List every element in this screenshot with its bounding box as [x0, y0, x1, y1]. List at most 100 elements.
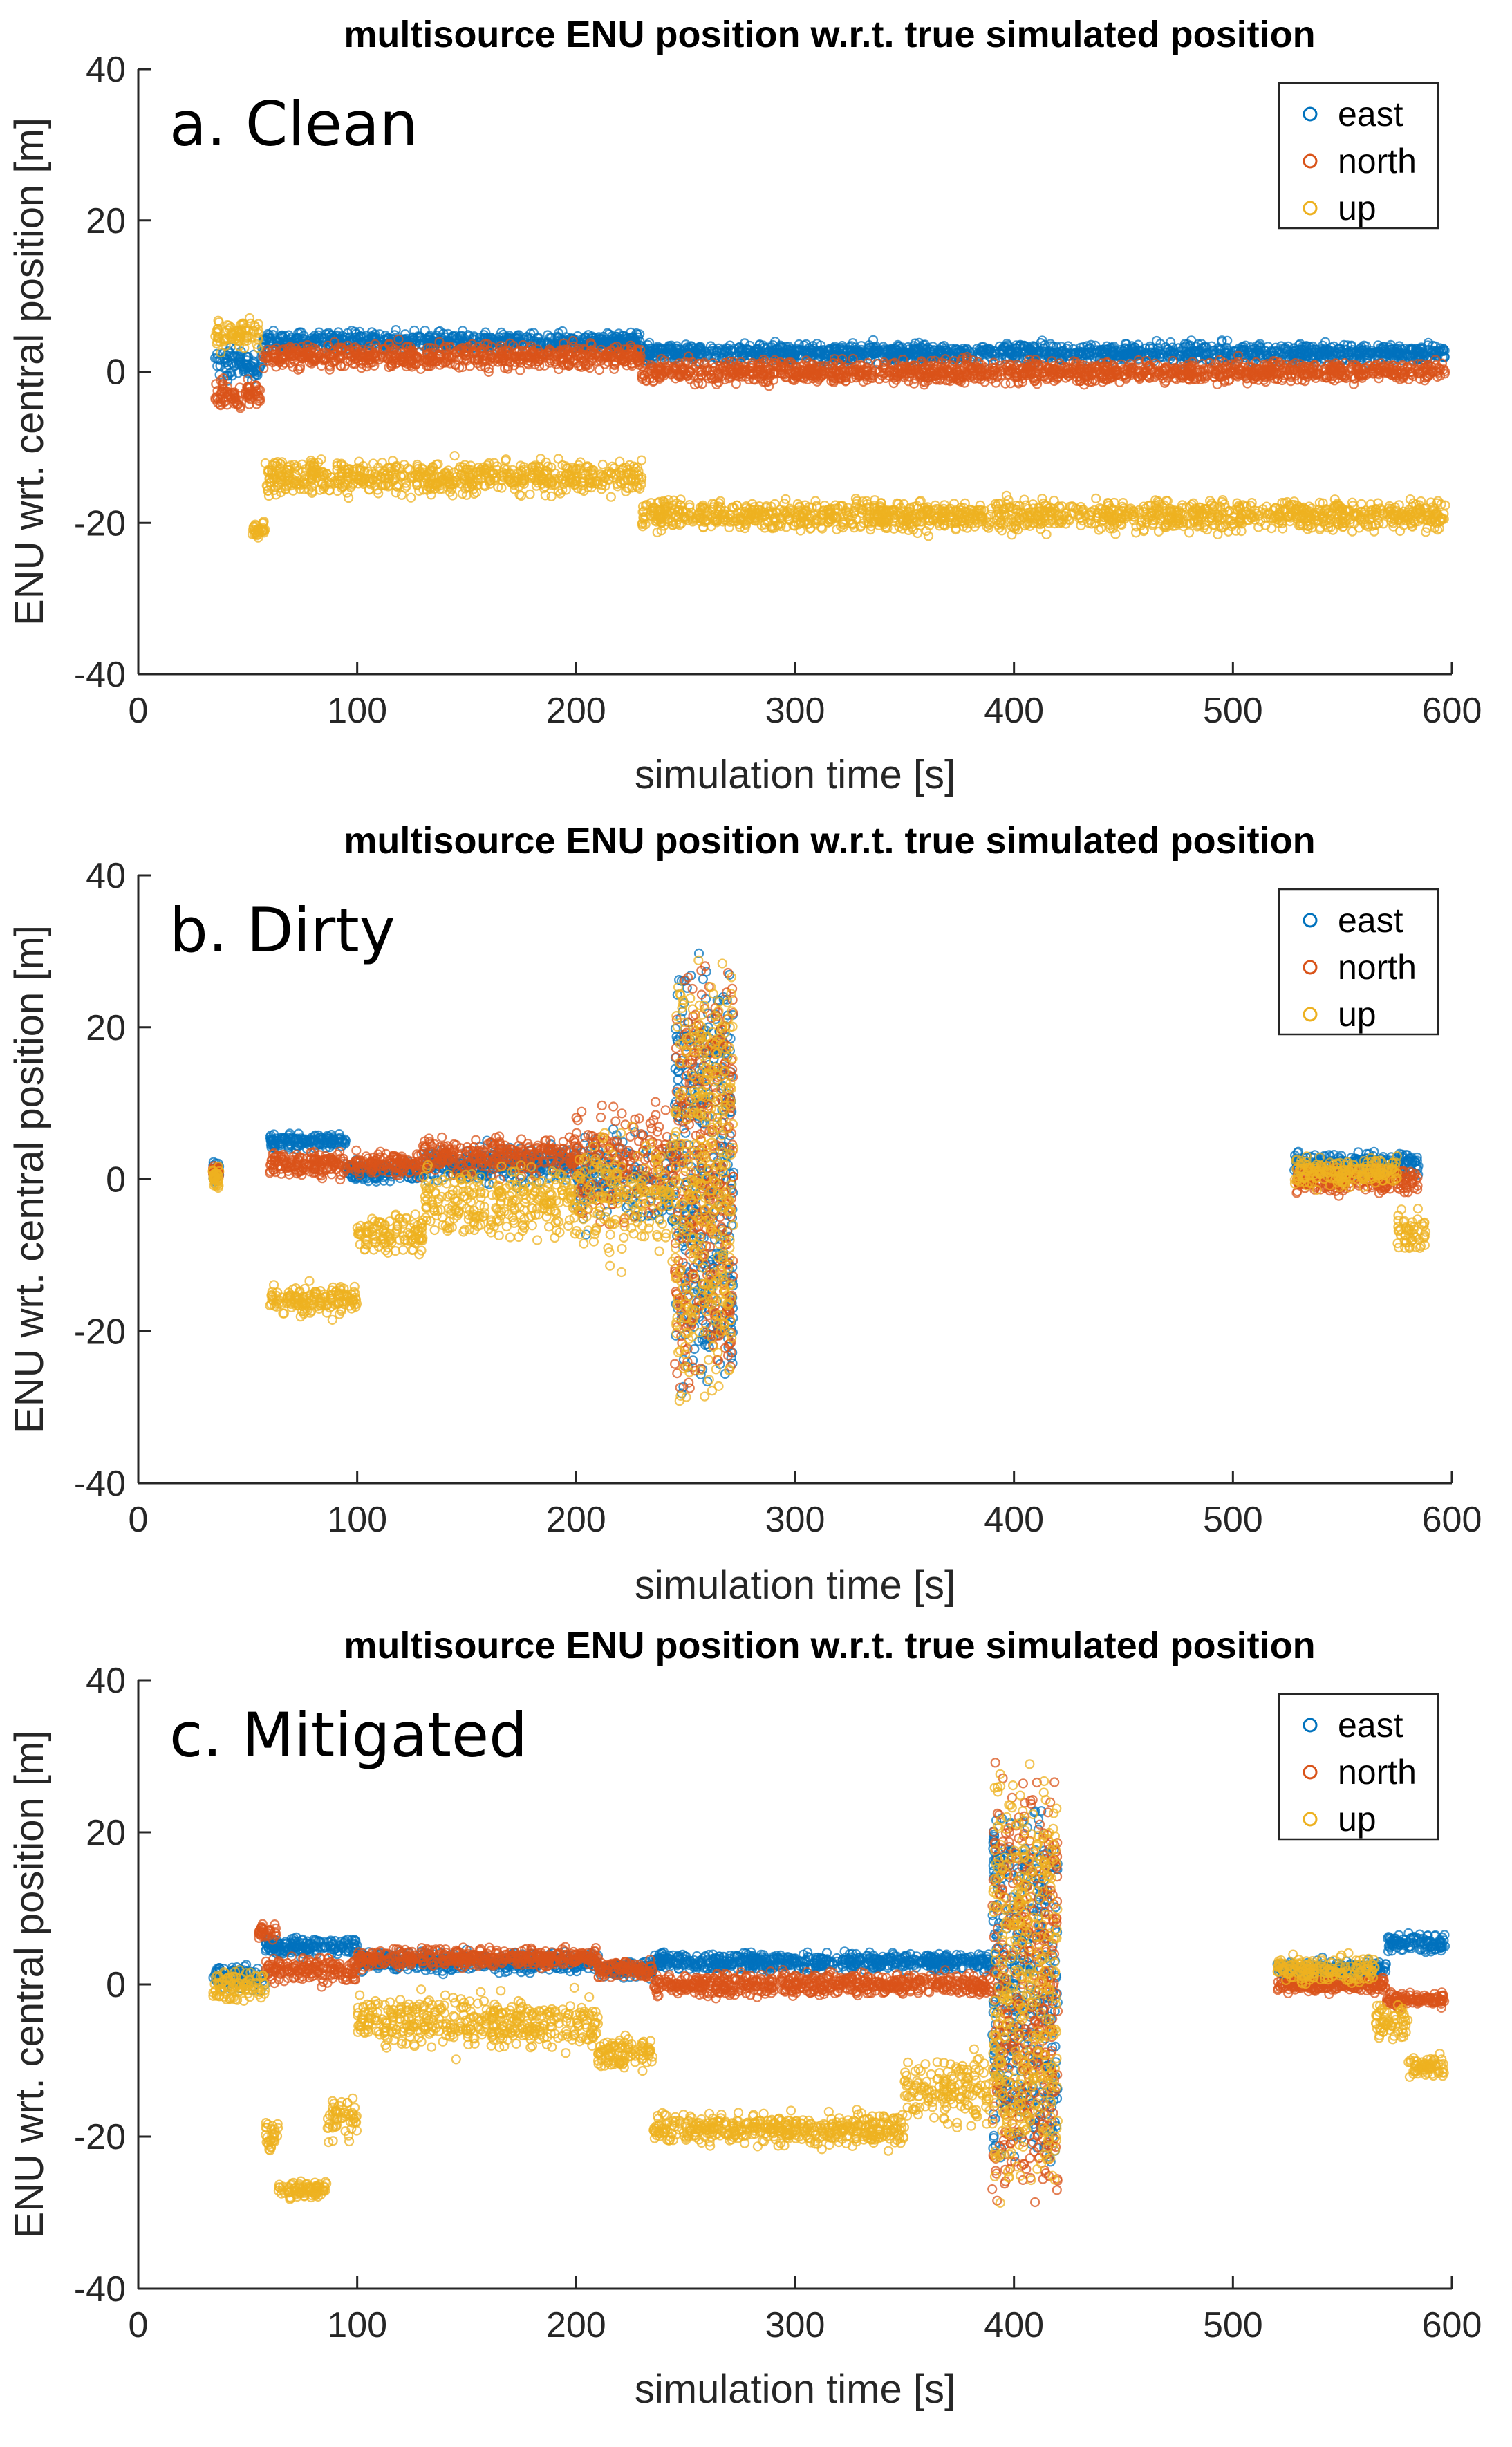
data-point: [1101, 357, 1112, 367]
data-point: [852, 360, 862, 371]
data-point: [433, 349, 445, 360]
data-point: [640, 359, 651, 369]
data-point: [1296, 365, 1307, 375]
data-point: [1212, 379, 1222, 389]
data-point: [713, 373, 724, 383]
data-point: [1023, 344, 1034, 355]
data-point: [1126, 365, 1136, 375]
data-point: [579, 355, 590, 366]
data-point: [1330, 361, 1341, 371]
data-point: [711, 379, 722, 389]
data-point: [777, 358, 788, 369]
data-point: [1286, 372, 1296, 382]
data-point: [1226, 359, 1238, 369]
data-point: [1437, 358, 1447, 369]
data-point: [530, 359, 541, 370]
data-point: [919, 362, 929, 373]
data-point: [1195, 374, 1206, 384]
data-point: [835, 373, 846, 383]
data-point: [1403, 361, 1413, 372]
data-point: [391, 325, 401, 335]
data-point: [418, 485, 429, 495]
data-point: [232, 333, 242, 344]
data-point: [241, 359, 251, 369]
data-point: [760, 377, 771, 388]
data-point: [308, 356, 318, 367]
panel-a: multisource ENU position w.r.t. true sim…: [7, 14, 1482, 797]
data-point: [1347, 364, 1357, 374]
data-point: [259, 363, 269, 373]
data-point: [904, 376, 914, 387]
data-point: [973, 350, 984, 360]
data-point: [1363, 368, 1374, 378]
data-point: [604, 348, 615, 358]
data-point: [944, 366, 955, 376]
data-point: [225, 367, 235, 378]
data-point: [879, 360, 890, 370]
data-point: [412, 353, 422, 364]
data-point: [212, 328, 223, 338]
data-point: [573, 360, 584, 371]
data-point: [1334, 344, 1344, 354]
data-point: [568, 335, 578, 346]
data-point: [222, 400, 232, 410]
data-point: [1188, 374, 1199, 384]
data-point: [545, 355, 557, 366]
data-point: [696, 370, 707, 380]
data-point: [753, 347, 763, 357]
data-point: [987, 362, 998, 373]
data-point: [1063, 351, 1074, 361]
data-point: [938, 367, 949, 378]
data-point: [1037, 368, 1047, 378]
data-point: [308, 352, 319, 362]
data-point: [1213, 364, 1224, 375]
data-point: [636, 455, 647, 465]
data-point: [1011, 360, 1023, 370]
data-point: [1271, 368, 1282, 378]
data-point: [919, 372, 929, 382]
data-point: [244, 313, 255, 324]
data-point: [1309, 346, 1320, 357]
data-point: [243, 326, 254, 336]
series-up: [210, 313, 1450, 543]
data-point: [815, 351, 826, 362]
data-point: [216, 375, 226, 386]
data-point: [926, 355, 937, 366]
data-point: [636, 479, 646, 490]
data-point: [594, 364, 605, 375]
y-axis-label: ENU wrt. central position [m]: [7, 118, 52, 626]
data-point: [226, 334, 237, 344]
data-point: [1250, 371, 1260, 381]
data-point: [647, 348, 657, 359]
data-point: [909, 344, 920, 354]
data-point: [1268, 368, 1279, 379]
data-point: [528, 328, 539, 338]
data-point: [1056, 342, 1067, 352]
data-point: [686, 341, 696, 351]
data-point: [637, 369, 647, 380]
data-point: [1260, 345, 1270, 355]
data-point: [720, 365, 731, 375]
data-point: [380, 344, 391, 354]
data-point: [848, 353, 858, 364]
data-point: [1173, 368, 1184, 378]
data-point: [471, 347, 482, 357]
data-point: [1161, 376, 1171, 387]
data-point: [684, 374, 696, 384]
data-point: [261, 348, 271, 358]
data-point: [997, 344, 1007, 354]
data-point: [1423, 337, 1434, 348]
data-point: [496, 350, 507, 361]
data-point: [676, 364, 687, 375]
data-point: [976, 374, 986, 384]
data-point: [1183, 359, 1193, 370]
data-point: [422, 343, 433, 353]
data-point: [1092, 360, 1102, 371]
data-point: [370, 339, 380, 349]
data-point: [442, 328, 454, 339]
data-point: [212, 398, 223, 408]
data-point: [408, 332, 418, 342]
data-point: [1047, 356, 1057, 366]
data-point: [749, 346, 760, 357]
data-point: [1223, 346, 1233, 356]
